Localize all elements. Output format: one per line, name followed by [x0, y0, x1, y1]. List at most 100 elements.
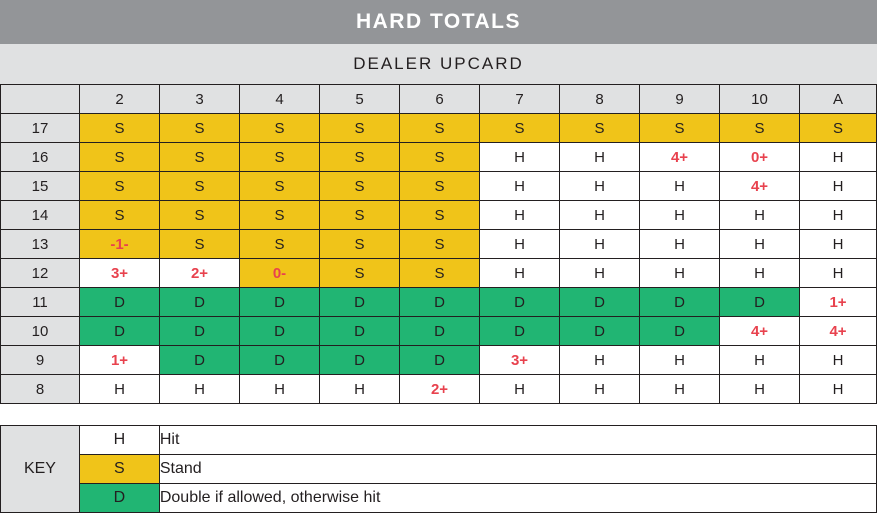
table-row: 14 S S S S S H H H H H [0, 200, 877, 230]
strategy-cell: 4+ [639, 142, 720, 172]
strategy-cell: S [399, 171, 480, 201]
table-row: 17 S S S S S S S S S S [0, 113, 877, 143]
strategy-cell: S [159, 113, 240, 143]
player-total-8: 8 [0, 374, 80, 404]
strategy-cell: H [239, 374, 320, 404]
dealer-upcard-7: 7 [479, 84, 560, 114]
strategy-cell: H [719, 258, 800, 288]
strategy-cell: S [799, 113, 877, 143]
strategy-cell: 4+ [719, 316, 800, 346]
dealer-upcard-8: 8 [559, 84, 640, 114]
legend-description: Stand [158, 454, 877, 484]
strategy-cell: S [319, 113, 400, 143]
strategy-cell: H [799, 374, 877, 404]
strategy-cell: H [479, 171, 560, 201]
player-total-9: 9 [0, 345, 80, 375]
strategy-cell: H [319, 374, 400, 404]
strategy-cell: S [239, 229, 320, 259]
table-row: 13 -1- S S S S H H H H H [0, 229, 877, 259]
strategy-cell: S [399, 113, 480, 143]
strategy-cell: H [559, 229, 640, 259]
strategy-cell: D [559, 287, 640, 317]
strategy-cell: H [639, 229, 720, 259]
strategy-cell: S [399, 229, 480, 259]
legend-swatch-d: D [78, 483, 160, 513]
corner-cell [0, 84, 80, 114]
strategy-cell: S [559, 113, 640, 143]
strategy-cell: S [639, 113, 720, 143]
key-label: KEY [0, 425, 80, 513]
strategy-cell: 3+ [479, 345, 560, 375]
strategy-cell: D [239, 287, 320, 317]
page-title: HARD TOTALS [0, 0, 877, 44]
strategy-cell: D [719, 287, 800, 317]
legend-row: KEY H Hit [0, 425, 877, 513]
strategy-cell: S [239, 171, 320, 201]
strategy-cell: 3+ [79, 258, 160, 288]
strategy-cell: S [399, 200, 480, 230]
strategy-cell: S [159, 142, 240, 172]
player-total-10: 10 [0, 316, 80, 346]
strategy-cell: H [479, 229, 560, 259]
dealer-upcard-6: 6 [399, 84, 480, 114]
player-total-13: 13 [0, 229, 80, 259]
strategy-cell: H [479, 200, 560, 230]
strategy-cell: H [799, 200, 877, 230]
strategy-cell: D [239, 316, 320, 346]
strategy-cell: S [319, 171, 400, 201]
strategy-cell: D [159, 345, 240, 375]
strategy-cell: H [559, 258, 640, 288]
dealer-upcard-A: A [799, 84, 877, 114]
strategy-cell: H [159, 374, 240, 404]
strategy-cell: S [79, 200, 160, 230]
strategy-cell: S [159, 229, 240, 259]
strategy-cell: 1+ [79, 345, 160, 375]
player-total-11: 11 [0, 287, 80, 317]
legend-description: Double if allowed, otherwise hit [158, 483, 877, 513]
strategy-cell: S [159, 200, 240, 230]
strategy-cell: D [79, 287, 160, 317]
dealer-upcard-4: 4 [239, 84, 320, 114]
column-header-row: 2 3 4 5 6 7 8 9 10 A [0, 84, 877, 114]
strategy-cell: H [79, 374, 160, 404]
strategy-cell: S [239, 113, 320, 143]
strategy-cell: H [559, 374, 640, 404]
strategy-cell: D [319, 345, 400, 375]
strategy-cell: H [799, 229, 877, 259]
player-total-14: 14 [0, 200, 80, 230]
player-total-15: 15 [0, 171, 80, 201]
strategy-cell: 2+ [159, 258, 240, 288]
strategy-cell: 2+ [399, 374, 480, 404]
strategy-cell: S [319, 258, 400, 288]
strategy-cell: 0+ [719, 142, 800, 172]
strategy-cell: S [319, 142, 400, 172]
strategy-cell: H [559, 171, 640, 201]
strategy-cell: 4+ [719, 171, 800, 201]
legend-table: KEY H Hit S Stand D Double if allowed, otherwi… [0, 425, 877, 513]
strategy-cell: 1+ [799, 287, 877, 317]
strategy-cell: D [479, 316, 560, 346]
strategy-cell: D [159, 316, 240, 346]
strategy-cell: D [319, 287, 400, 317]
hard-totals-table: 2 3 4 5 6 7 8 9 10 A 17 S S S S S S S S S S 16 S S S S S H H 4+ 0+ H 15 S… [0, 84, 877, 404]
dealer-upcard-2: 2 [79, 84, 160, 114]
strategy-cell: 4+ [799, 316, 877, 346]
strategy-cell: D [639, 287, 720, 317]
strategy-cell: H [639, 258, 720, 288]
legend-description: Hit [158, 425, 877, 455]
strategy-cell: S [719, 113, 800, 143]
strategy-cell: H [719, 200, 800, 230]
table-row: 10 D D D D D D D D 4+ 4+ [0, 316, 877, 346]
legend-row: S Stand [1, 454, 877, 484]
player-total-12: 12 [0, 258, 80, 288]
table-row: 15 S S S S S H H H 4+ H [0, 171, 877, 201]
strategy-cell: H [639, 171, 720, 201]
strategy-cell: H [639, 200, 720, 230]
strategy-cell: D [239, 345, 320, 375]
strategy-cell: D [159, 287, 240, 317]
strategy-cell: D [319, 316, 400, 346]
strategy-cell: D [479, 287, 560, 317]
strategy-cell: D [639, 316, 720, 346]
strategy-cell: H [639, 374, 720, 404]
table-row: 11 D D D D D D D D D 1+ [0, 287, 877, 317]
